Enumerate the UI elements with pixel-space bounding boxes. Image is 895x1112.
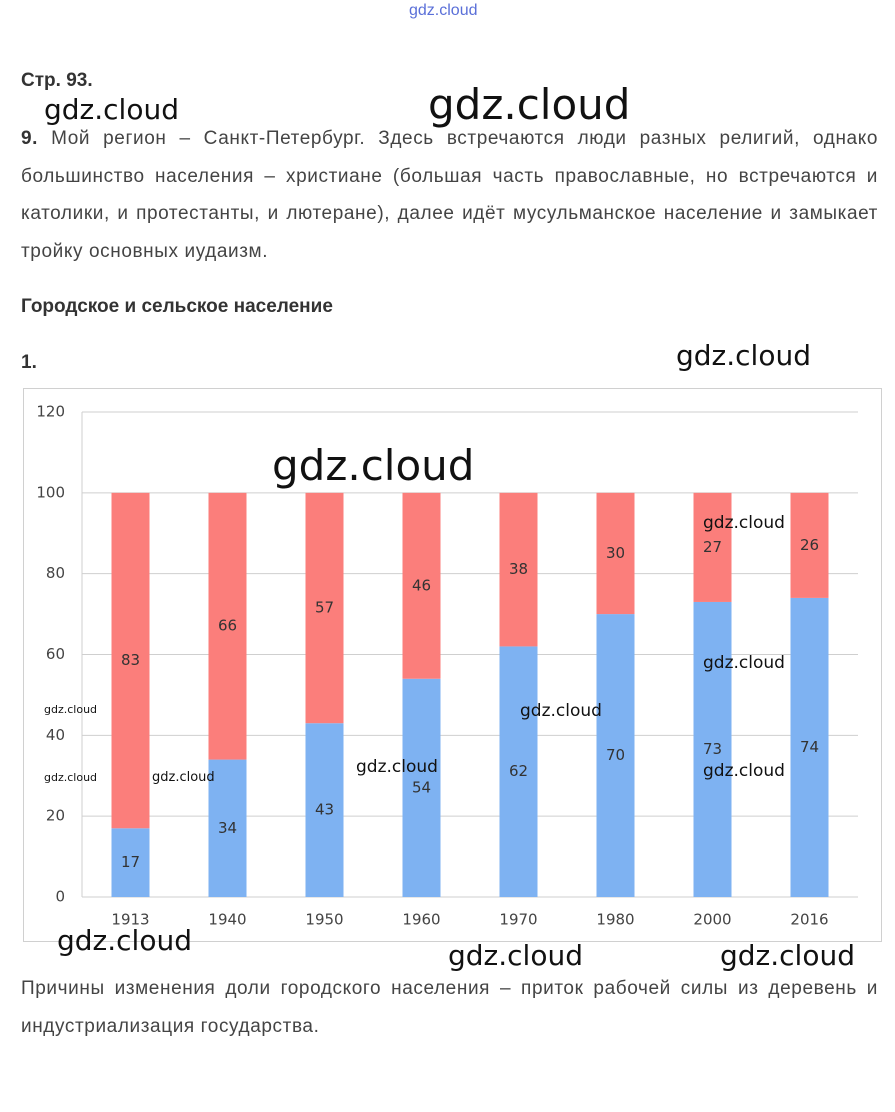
data-label: 27 — [703, 538, 722, 556]
data-label: 57 — [315, 599, 334, 617]
chart: 0 20 40 60 80 100 120 1913 17 83 1940 34 66 1950 43 57 1… — [23, 388, 882, 942]
bar-segment — [693, 601, 732, 897]
y-tick-label: 60 — [46, 645, 65, 663]
data-label: 26 — [800, 536, 819, 554]
bar-segment — [402, 492, 441, 679]
task-paragraph: 9. Мой регион – Санкт-Петербург. Здесь в… — [21, 120, 878, 270]
x-tick-label: 2000 — [693, 911, 731, 929]
x-tick-label: 1960 — [402, 911, 440, 929]
data-label: 66 — [218, 617, 237, 635]
bar-segment — [596, 614, 635, 897]
chart-frame — [23, 388, 882, 942]
data-label: 74 — [800, 738, 819, 756]
data-label: 62 — [509, 762, 528, 780]
page-mark: gdz.cloud — [409, 2, 478, 19]
page-header: Стр. 93. — [21, 70, 93, 91]
x-tick-label: 1940 — [208, 911, 246, 929]
data-label: 17 — [121, 853, 140, 871]
watermark: gdz.cloud — [44, 703, 98, 716]
data-label: 38 — [509, 560, 528, 578]
data-label: 54 — [412, 778, 431, 796]
watermark: gdz.cloud — [44, 771, 98, 784]
y-tick-label: 0 — [55, 888, 65, 906]
y-tick-label: 20 — [46, 807, 65, 825]
task-number: 1. — [21, 352, 37, 373]
bar-segment — [305, 723, 344, 897]
bar-segment — [208, 759, 247, 897]
watermark: gdz.cloud — [720, 939, 855, 972]
bar-segment — [402, 678, 441, 897]
y-tick-label: 120 — [36, 403, 65, 421]
data-label: 73 — [703, 740, 722, 758]
data-label: 30 — [606, 544, 625, 562]
watermark: gdz.cloud — [44, 93, 179, 126]
bar-segment — [208, 492, 247, 760]
y-tick-label: 80 — [46, 564, 65, 582]
watermark: gdz.cloud — [272, 441, 475, 490]
bar-segment — [596, 492, 635, 615]
bar-segment — [305, 492, 344, 724]
bar-segment — [790, 492, 829, 598]
watermark: gdz.cloud — [448, 939, 583, 972]
x-tick-label: 1980 — [596, 911, 634, 929]
watermark: gdz.cloud — [57, 924, 192, 957]
watermark: gdz.cloud — [676, 339, 811, 372]
bar-segment — [499, 646, 538, 897]
x-tick-label: 2016 — [790, 911, 828, 929]
x-tick-label: 1950 — [305, 911, 343, 929]
conclusion: Причины изменения доли городского населе… — [21, 978, 878, 1037]
watermark: gdz.cloud — [428, 80, 631, 129]
y-tick-label: 100 — [36, 483, 65, 501]
watermark: gdz.cloud — [703, 653, 785, 673]
data-label: 70 — [606, 746, 625, 764]
bar-segment — [111, 828, 150, 897]
watermark: gdz.cloud — [520, 701, 602, 721]
bar-segment — [693, 492, 732, 602]
watermark: gdz.cloud — [703, 761, 785, 781]
data-label: 83 — [121, 651, 140, 669]
data-label: 43 — [315, 801, 334, 819]
x-tick-label: 1970 — [499, 911, 537, 929]
watermark: gdz.cloud — [703, 513, 785, 533]
bar-segment — [111, 492, 150, 829]
watermark: gdz.cloud — [356, 757, 438, 777]
data-label: 46 — [412, 576, 431, 594]
task-text: Мой регион – Санкт-Петербург. Здесь встр… — [21, 128, 878, 262]
x-tick-label: 1913 — [111, 911, 149, 929]
y-tick-label: 40 — [46, 726, 65, 744]
section-title: Городское и сельское население — [21, 296, 333, 317]
watermark: gdz.cloud — [152, 770, 215, 785]
task-number: 9. — [21, 128, 39, 149]
bar-segment — [499, 492, 538, 647]
bar-segment — [790, 597, 829, 897]
data-label: 34 — [218, 819, 237, 837]
